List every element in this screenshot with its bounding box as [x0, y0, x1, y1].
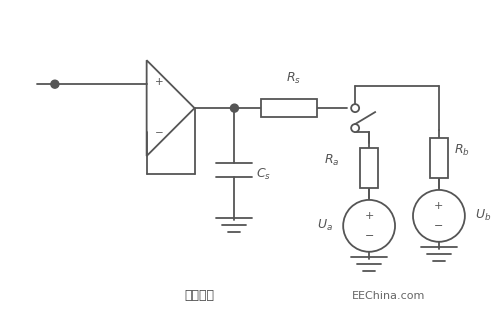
Text: $U_b$: $U_b$ — [475, 208, 491, 224]
Text: −: − — [155, 128, 164, 138]
Text: +: + — [365, 211, 374, 221]
Text: $R_b$: $R_b$ — [454, 142, 470, 158]
Text: −: − — [434, 221, 444, 231]
Text: $R_a$: $R_a$ — [324, 152, 339, 168]
Circle shape — [351, 104, 359, 112]
Circle shape — [343, 200, 395, 252]
Text: $R_s$: $R_s$ — [286, 71, 301, 86]
Bar — [430, 138, 448, 178]
Text: 图（一）: 图（一） — [185, 289, 214, 302]
Text: $U_a$: $U_a$ — [317, 218, 333, 233]
Text: +: + — [155, 77, 164, 87]
Text: EEChina.com: EEChina.com — [352, 291, 426, 301]
Bar — [360, 148, 378, 188]
Circle shape — [351, 124, 359, 132]
Circle shape — [51, 80, 59, 88]
Text: +: + — [434, 201, 444, 211]
Circle shape — [230, 104, 239, 112]
Text: −: − — [365, 231, 374, 241]
Circle shape — [413, 190, 465, 242]
Text: $C_s$: $C_s$ — [256, 166, 272, 182]
Bar — [261, 99, 317, 117]
